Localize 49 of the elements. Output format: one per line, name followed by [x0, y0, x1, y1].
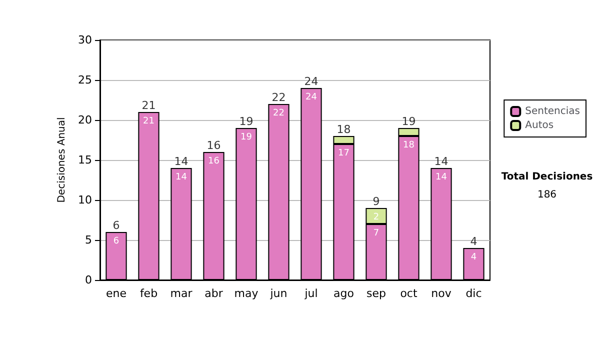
x-tick-label: nov: [431, 287, 452, 300]
x-tick-label: sep: [366, 287, 386, 300]
text: Total Decisiones: [501, 172, 593, 182]
data-label: 4: [470, 252, 477, 262]
data-label: 18: [403, 140, 415, 150]
y-tick-label: 30: [78, 34, 92, 46]
total-label: 14: [174, 155, 188, 168]
total-label: 21: [142, 99, 156, 112]
data-label: 21: [143, 116, 154, 126]
legend-label: Sentencias: [525, 106, 580, 117]
data-label: 22: [273, 108, 284, 118]
data-label: 2: [373, 212, 380, 222]
y-axis-title: Decisiones Anual: [56, 117, 68, 203]
total-label: 4: [470, 235, 478, 248]
x-tick-label: dic: [466, 287, 482, 300]
data-label: 19: [240, 132, 252, 142]
x-tick-label: feb: [140, 287, 158, 300]
data-label: 16: [208, 156, 220, 166]
x-tick-label: jun: [269, 287, 288, 300]
x-tick-label: ene: [106, 287, 127, 300]
data-label: 24: [306, 92, 318, 102]
y-tick-label: 0: [85, 274, 92, 286]
data-label: 14: [176, 172, 188, 182]
x-tick-label: oct: [400, 287, 418, 300]
total-label: 14: [434, 155, 448, 168]
total-label: 24: [304, 75, 318, 88]
total-label: 19: [402, 115, 416, 128]
data-label: 17: [338, 148, 350, 158]
y-tick-label: 25: [78, 74, 92, 86]
data-label: 6: [113, 236, 120, 246]
data-label: 14: [436, 172, 448, 182]
total-label: 18: [336, 123, 351, 136]
x-tick-label: ago: [334, 287, 354, 300]
x-tick-label: jul: [304, 287, 318, 300]
x-tick-label: may: [234, 287, 259, 300]
total-label: 6: [112, 219, 120, 232]
total-label: 9: [372, 195, 380, 208]
y-tick-label: 15: [78, 154, 92, 166]
x-tick-label: mar: [170, 287, 193, 300]
y-tick-label: 10: [78, 194, 92, 206]
y-tick-label: 20: [78, 114, 92, 126]
text: 186: [537, 190, 557, 200]
legend-label: Autos: [525, 120, 554, 131]
total-label: 22: [272, 91, 286, 104]
total-label: 16: [206, 139, 221, 152]
x-tick-label: abr: [204, 287, 224, 300]
total-label: 19: [239, 115, 254, 128]
y-tick-label: 5: [85, 234, 92, 246]
data-label: 7: [373, 228, 380, 238]
